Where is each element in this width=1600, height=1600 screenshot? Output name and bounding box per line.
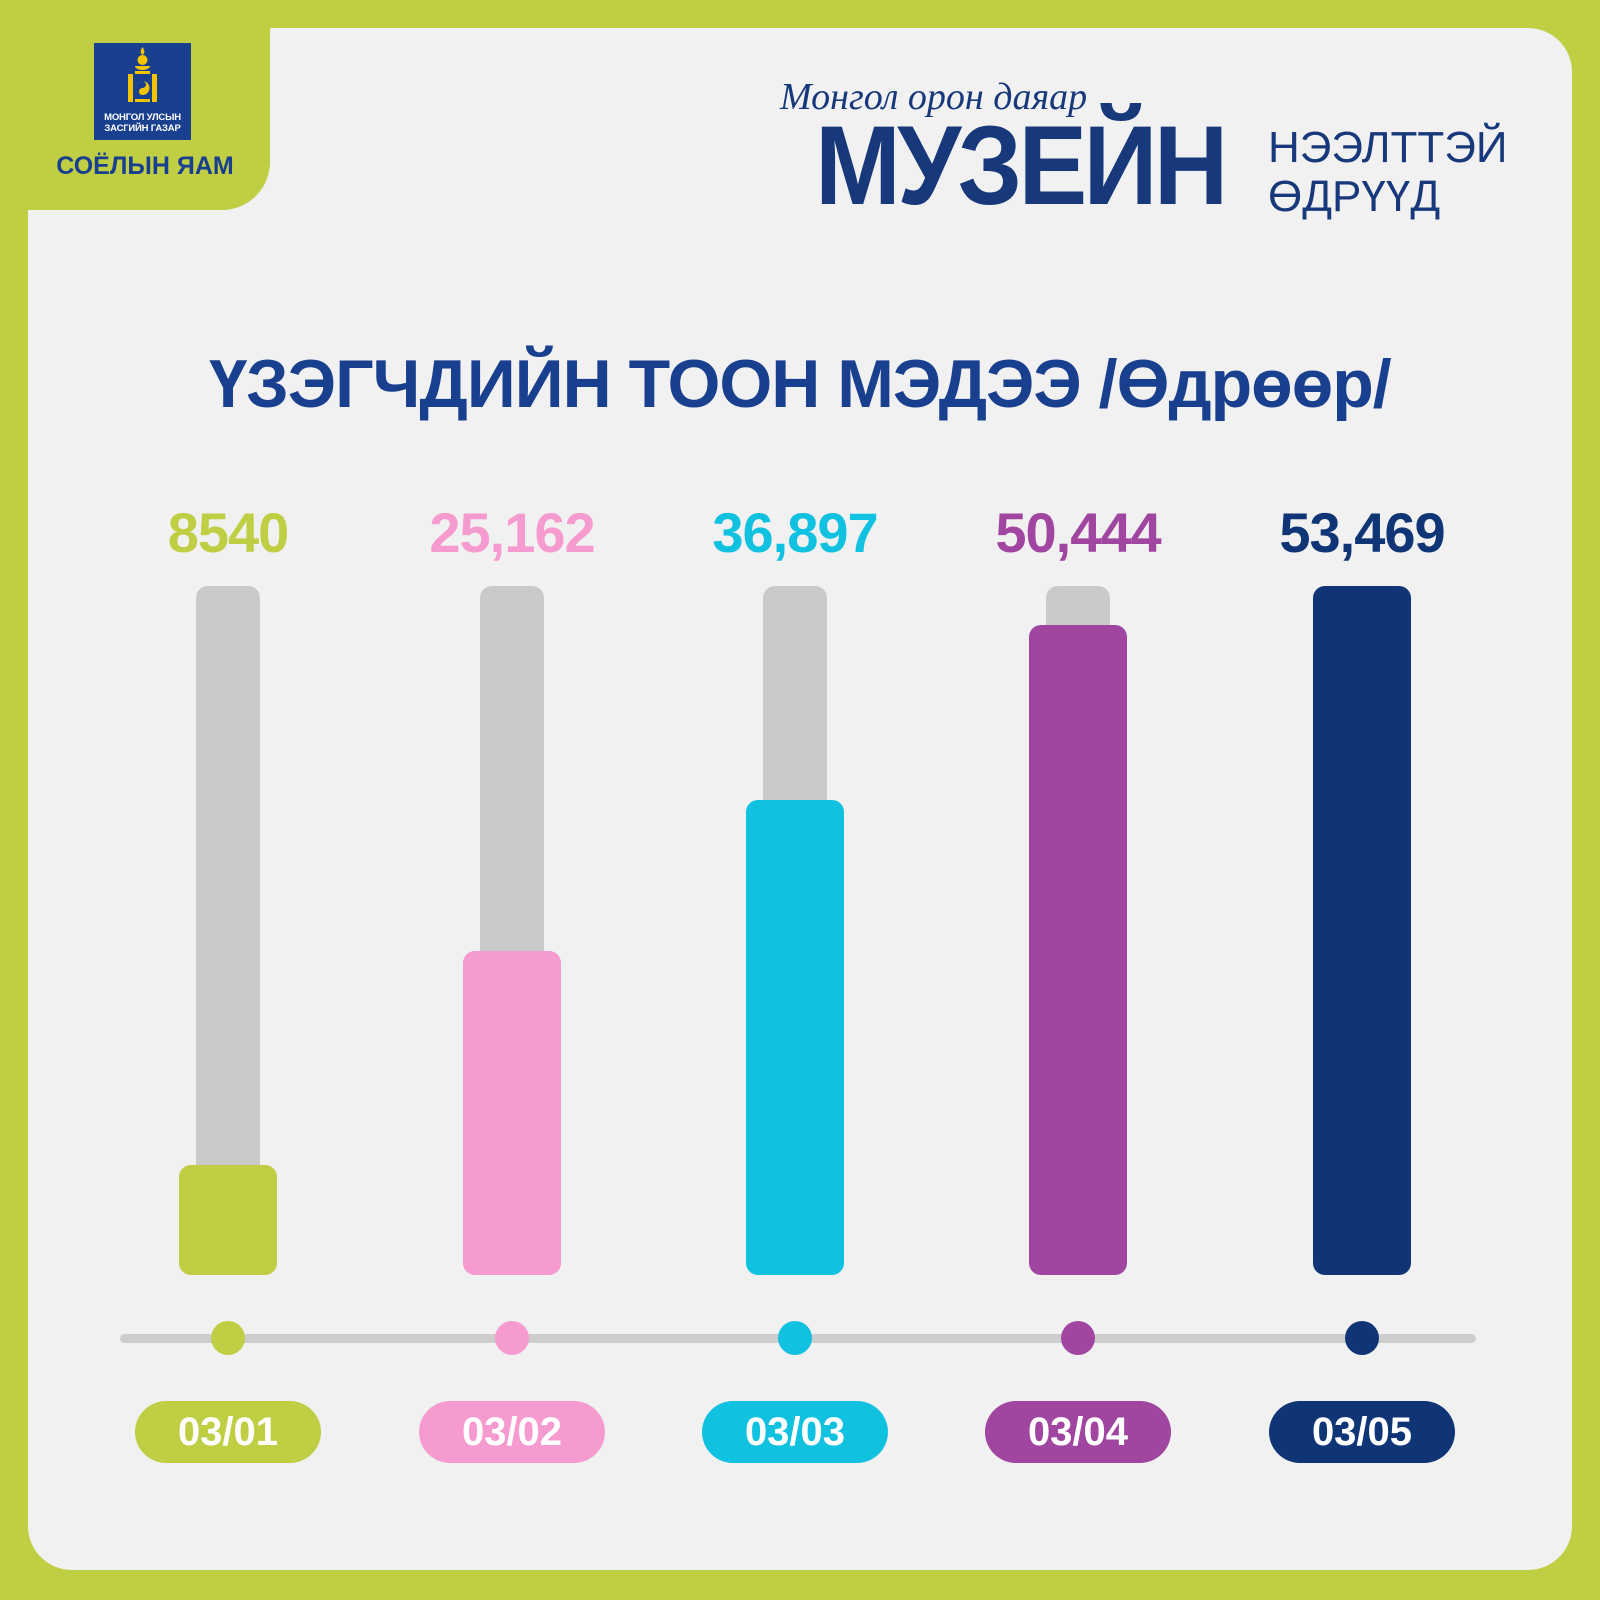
- emblem-text-line2: ЗАСГИЙН ГАЗАР: [104, 123, 181, 134]
- event-logo-line2: ӨДРҮҮД: [1268, 172, 1441, 221]
- bar: [1313, 586, 1411, 1275]
- date-pill: 03/04: [985, 1401, 1171, 1463]
- bar: [746, 799, 844, 1275]
- bar-track: [196, 586, 260, 1275]
- chart-title: ҮЗЭГЧДИЙН ТООН МЭДЭЭ /Өдрөөр/: [209, 346, 1391, 422]
- bar-column: 50,444 03/04: [968, 490, 1188, 1490]
- bar: [463, 950, 561, 1275]
- government-emblem: МОНГОЛ УЛСЫН ЗАСГИЙН ГАЗАР: [94, 43, 191, 140]
- date-pill: 03/03: [702, 1401, 888, 1463]
- date-pill: 03/02: [419, 1401, 605, 1463]
- bar-value-label: 8540: [167, 501, 290, 564]
- event-logo: МУЗЕЙН Монгол орон даяар НЭЭЛТТЭЙ ӨДРҮҮД: [780, 70, 1507, 230]
- timeline-dot: [1061, 1321, 1095, 1355]
- bar-column: 8540 03/01: [118, 490, 338, 1490]
- bar-value-label: 50,444: [995, 501, 1161, 564]
- event-logo-script: Монгол орон даяар: [780, 76, 1088, 118]
- bar-column: 36,897 03/03: [685, 490, 905, 1490]
- ministry-name: СОЁЛЫН ЯАМ: [56, 152, 234, 180]
- event-logo-main: МУЗЕЙН: [815, 103, 1228, 228]
- timeline-dot: [1345, 1321, 1379, 1355]
- emblem-text-line1: МОНГОЛ УЛСЫН: [104, 112, 181, 123]
- timeline-dot: [778, 1321, 812, 1355]
- bar-column: 53,469 03/05: [1252, 490, 1472, 1490]
- soyombo-icon: [128, 47, 157, 102]
- timeline-dot: [211, 1321, 245, 1355]
- event-logo-line1: НЭЭЛТТЭЙ: [1268, 123, 1508, 172]
- bar: [179, 1164, 277, 1275]
- bar: [1029, 624, 1127, 1275]
- bar-value-label: 53,469: [1279, 501, 1445, 564]
- bar-value-label: 36,897: [712, 501, 878, 564]
- bar-value-label: 25,162: [429, 501, 595, 564]
- date-pill: 03/01: [135, 1401, 321, 1463]
- date-pill: 03/05: [1269, 1401, 1455, 1463]
- timeline-dot: [495, 1321, 529, 1355]
- bar-column: 25,162 03/02: [402, 490, 622, 1490]
